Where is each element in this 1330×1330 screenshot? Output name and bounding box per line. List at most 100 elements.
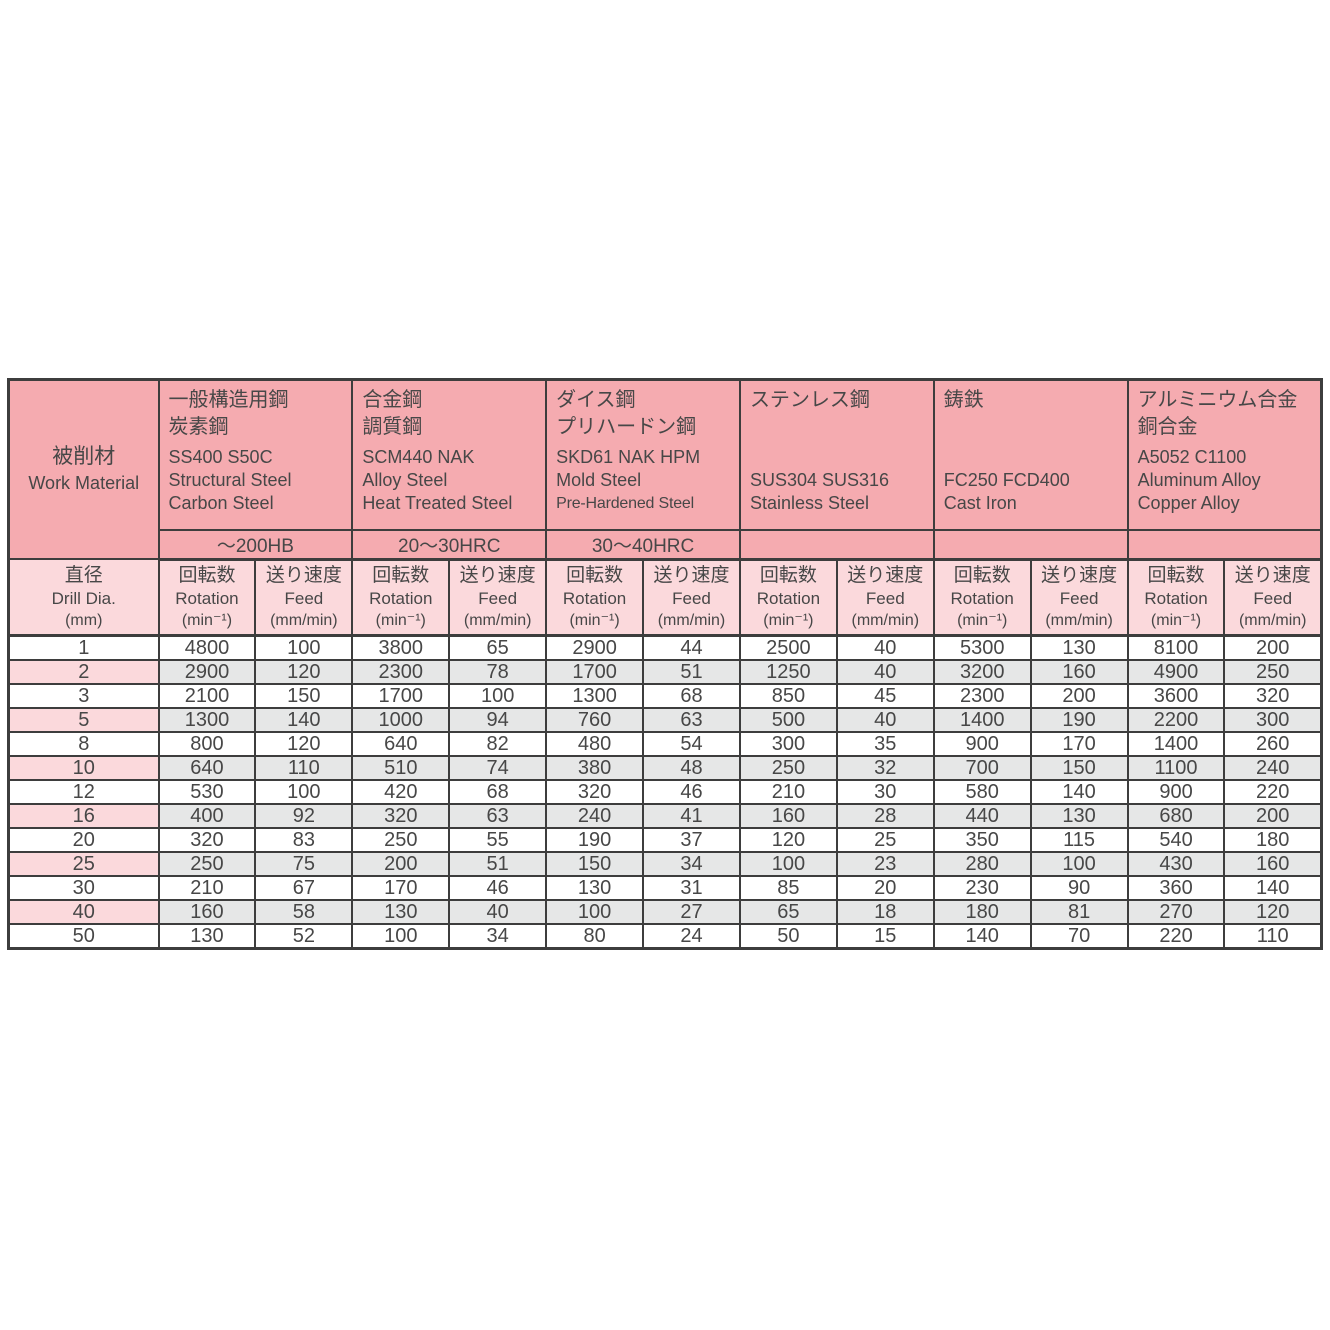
rotation-value-cell: 320	[157, 826, 257, 853]
work-material-label-jp: 被削材	[52, 445, 116, 468]
rotation-value-cell: 2900	[157, 658, 257, 685]
material-grades: A5052 C1100	[1137, 447, 1247, 467]
hardness-row: ～200HB 20～30HRC 30～40HRC	[9, 528, 1323, 561]
feed-value-cell: 51	[642, 658, 741, 685]
rotation-value-cell: 160	[157, 898, 257, 925]
feed-value-cell: 92	[254, 802, 354, 829]
feed-value-cell: 200	[1223, 802, 1323, 829]
rotation-value-cell: 140	[932, 922, 1032, 949]
table-row: 50 130 52 100 34 80 24 50 15 140 70 220 110	[7, 922, 1323, 949]
feed-value-cell: 81	[1030, 898, 1129, 925]
rotation-value-cell: 1000	[351, 706, 451, 733]
material-name-en: Alloy Steel	[362, 470, 448, 490]
material-name-en: Copper Alloy	[1137, 493, 1240, 513]
feed-value-cell: 120	[254, 658, 354, 685]
rotation-value-cell: 1250	[738, 658, 838, 685]
material-name-en: Stainless Steel	[749, 493, 870, 513]
feed-value-cell: 55	[448, 826, 548, 853]
rotation-value-cell: 190	[545, 826, 645, 853]
material-header-row: 被削材 Work Material 一般構造用鋼 炭素鋼 SS400 S50C …	[7, 378, 1323, 560]
rotation-value-cell: 1100	[1126, 754, 1226, 781]
rotation-value-cell: 800	[157, 730, 257, 757]
drill-dia-label-jp: 直径	[64, 564, 103, 586]
feed-value-cell: 46	[448, 874, 548, 901]
feed-value-cell: 40	[836, 634, 935, 661]
dia-cell: 10	[7, 754, 160, 781]
rotation-header-cell: 回転数 Rotation (min⁻¹)	[1126, 558, 1226, 637]
table-row: 10 640 110 510 74 380 48 250 32 700 150 1100 240	[7, 754, 1323, 781]
feed-value-cell: 35	[836, 730, 935, 757]
feed-value-cell: 34	[448, 922, 548, 949]
rotation-value-cell: 1700	[545, 658, 645, 685]
feed-value-cell: 63	[448, 802, 548, 829]
rotation-value-cell: 240	[545, 802, 645, 829]
feed-header-cell: 送り速度 Feed (mm/min)	[836, 558, 935, 637]
material-name-jp: 一般構造用鋼	[168, 389, 289, 411]
feed-value-cell: 78	[448, 658, 548, 685]
dia-cell: 25	[7, 850, 160, 877]
rotation-value-cell: 900	[932, 730, 1032, 757]
material-name-jp: 炭素鋼	[168, 416, 229, 438]
rotation-value-cell: 440	[932, 802, 1032, 829]
feed-value-cell: 160	[1030, 658, 1129, 685]
rotation-value-cell: 130	[545, 874, 645, 901]
table-row: 3 2100 150 1700 100 1300 68 850 45 2300 200 3600 320	[7, 682, 1323, 709]
rotation-value-cell: 2300	[351, 658, 451, 685]
feed-value-cell: 200	[1030, 682, 1129, 709]
feed-header-cell: 送り速度 Feed (mm/min)	[1223, 558, 1323, 637]
feed-value-cell: 24	[642, 922, 741, 949]
rotation-value-cell: 4900	[1126, 658, 1226, 685]
material-name-jp-spacer	[750, 414, 924, 441]
feed-value-cell: 40	[448, 898, 548, 925]
rotation-value-cell: 120	[738, 826, 838, 853]
rotation-value-cell: 270	[1126, 898, 1226, 925]
rotation-value-cell: 3200	[932, 658, 1032, 685]
feed-value-cell: 150	[254, 682, 354, 709]
rotation-value-cell: 4800	[157, 634, 257, 661]
rotation-value-cell: 1300	[157, 706, 257, 733]
feed-value-cell: 68	[448, 778, 548, 805]
rotation-value-cell: 2500	[738, 634, 838, 661]
rotation-value-cell: 360	[1126, 874, 1226, 901]
rotation-value-cell: 2200	[1126, 706, 1226, 733]
rotation-value-cell: 130	[351, 898, 451, 925]
feed-value-cell: 170	[1030, 730, 1129, 757]
table-row: 40 160 58 130 40 100 27 65 18 180 81 270 120	[7, 898, 1323, 925]
feed-value-cell: 260	[1223, 730, 1323, 757]
material-name-jp: 鋳鉄	[943, 389, 984, 411]
feed-value-cell: 82	[448, 730, 548, 757]
rotation-value-cell: 1300	[545, 682, 645, 709]
dia-cell: 50	[7, 922, 160, 949]
feed-value-cell: 190	[1030, 706, 1129, 733]
feed-value-cell: 48	[642, 754, 741, 781]
rotation-value-cell: 150	[545, 850, 645, 877]
feed-value-cell: 100	[1030, 850, 1129, 877]
hardness-cell	[1126, 528, 1323, 561]
feed-value-cell: 52	[254, 922, 354, 949]
rotation-value-cell: 1400	[1126, 730, 1226, 757]
rotation-value-cell: 65	[738, 898, 838, 925]
hardness-cell: 20～30HRC	[351, 528, 548, 561]
rotation-value-cell: 130	[157, 922, 257, 949]
feed-value-cell: 220	[1223, 778, 1323, 805]
rotation-value-cell: 170	[351, 874, 451, 901]
feed-value-cell: 320	[1223, 682, 1323, 709]
feed-value-cell: 140	[1030, 778, 1129, 805]
table-row: 2 2900 120 2300 78 1700 51 1250 40 3200 160 4900 250	[7, 658, 1323, 685]
dia-cell: 40	[7, 898, 160, 925]
drill-dia-unit: (mm)	[65, 611, 103, 629]
table-row: 16 400 92 320 63 240 41 160 28 440 130 680 200	[7, 802, 1323, 829]
dia-cell: 12	[7, 778, 160, 805]
dia-cell: 8	[7, 730, 160, 757]
hardness-cell	[932, 528, 1129, 561]
feed-value-cell: 45	[836, 682, 935, 709]
rotation-value-cell: 50	[738, 922, 838, 949]
feed-value-cell: 23	[836, 850, 935, 877]
rotation-value-cell: 180	[932, 898, 1032, 925]
material-name-en: Aluminum Alloy	[1137, 470, 1261, 490]
feed-value-cell: 94	[448, 706, 548, 733]
feed-value-cell: 31	[642, 874, 741, 901]
feed-value-cell: 110	[1223, 922, 1323, 949]
dia-cell: 30	[7, 874, 160, 901]
hardness-cell: 30～40HRC	[545, 528, 741, 561]
